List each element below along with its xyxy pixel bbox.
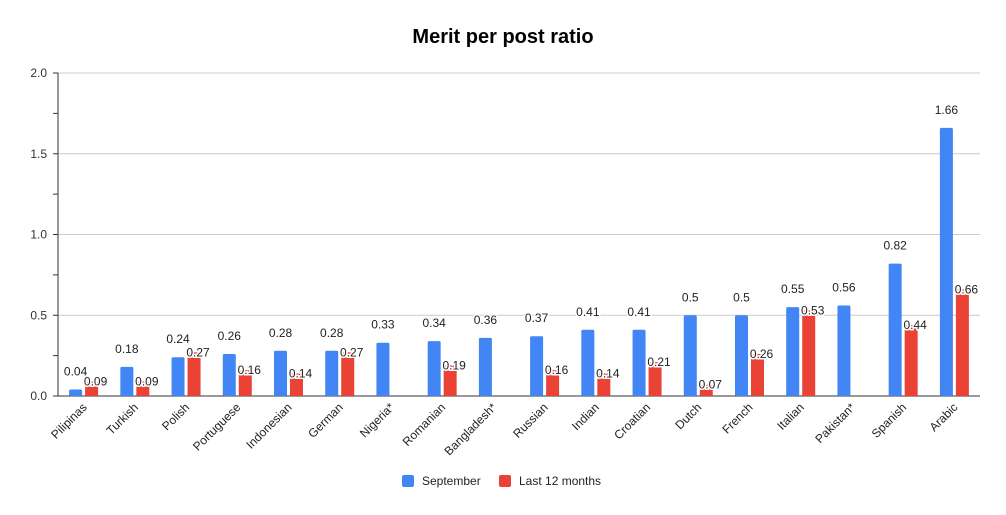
x-tick-label: Polish bbox=[159, 400, 192, 433]
bar-last-12-months bbox=[238, 370, 252, 396]
bar-september bbox=[222, 354, 236, 396]
bar-september bbox=[632, 329, 646, 396]
bar-september bbox=[325, 350, 339, 396]
legend-swatch bbox=[402, 475, 414, 487]
data-label: 0.16 bbox=[545, 363, 569, 377]
x-tick-label: Arabic bbox=[927, 400, 961, 434]
bar-september bbox=[581, 329, 595, 396]
data-label: 0.28 bbox=[320, 326, 344, 340]
x-tick-label: Pakistan* bbox=[812, 400, 858, 446]
y-tick-label: 2.0 bbox=[30, 66, 47, 80]
bar-september bbox=[786, 307, 800, 396]
x-tick-label: Bangladesh* bbox=[441, 400, 499, 458]
data-label: 0.19 bbox=[442, 358, 466, 372]
x-tick-label: Italian bbox=[774, 400, 807, 433]
bar-september bbox=[376, 342, 390, 396]
y-tick-label: 0.0 bbox=[30, 389, 47, 403]
bar-september bbox=[478, 337, 492, 396]
bar-last-12-months bbox=[341, 352, 355, 396]
x-tick-label: French bbox=[719, 400, 755, 436]
x-tick-label: German bbox=[305, 400, 346, 441]
bar-last-12-months bbox=[187, 352, 201, 396]
bar-september bbox=[683, 315, 697, 396]
data-label: 1.66 bbox=[935, 103, 959, 117]
bar-last-12-months bbox=[751, 354, 764, 396]
x-tick-label: Croatian bbox=[611, 400, 653, 442]
legend-label: Last 12 months bbox=[519, 474, 601, 488]
bar-september bbox=[274, 350, 287, 396]
data-label: 0.82 bbox=[883, 239, 907, 253]
data-label: 0.33 bbox=[371, 318, 395, 332]
data-label: 0.26 bbox=[218, 329, 242, 343]
bar-last-12-months bbox=[648, 362, 662, 396]
data-label: 0.04 bbox=[64, 365, 88, 379]
data-label: 0.55 bbox=[781, 282, 805, 296]
bar-september bbox=[120, 366, 134, 396]
bar-last-12-months bbox=[699, 384, 713, 396]
bar-last-12-months bbox=[546, 370, 560, 396]
x-tick-label: Nigeria* bbox=[357, 400, 397, 440]
bar-september bbox=[69, 389, 83, 396]
data-label: 0.56 bbox=[832, 281, 856, 295]
data-label: 0.41 bbox=[627, 305, 651, 319]
data-label: 0.37 bbox=[525, 311, 549, 325]
bar-last-12-months bbox=[443, 365, 457, 396]
y-tick-label: 1.5 bbox=[30, 147, 47, 161]
bar-september bbox=[888, 263, 902, 396]
bar-last-12-months bbox=[904, 324, 918, 396]
data-label: 0.16 bbox=[238, 363, 262, 377]
chart-title: Merit per post ratio bbox=[412, 26, 594, 48]
data-label: 0.18 bbox=[115, 342, 139, 356]
x-tick-label: Pilipinas bbox=[48, 400, 90, 442]
x-tick-label: Indian bbox=[569, 400, 602, 433]
bar-last-12-months bbox=[597, 373, 611, 396]
bar-september bbox=[939, 127, 953, 396]
data-label: 0.66 bbox=[955, 282, 979, 296]
bar-last-12-months bbox=[802, 310, 816, 396]
legend-label: September bbox=[422, 474, 481, 488]
bar-last-12-months bbox=[955, 289, 969, 396]
data-label: 0.24 bbox=[166, 332, 190, 346]
data-label: 0.44 bbox=[903, 318, 927, 332]
x-tick-label: Portuguese bbox=[190, 400, 244, 454]
bar-september bbox=[735, 315, 748, 396]
bar-last-12-months bbox=[290, 373, 303, 396]
bar-last-12-months bbox=[85, 381, 99, 396]
x-tick-label: Indonesian bbox=[243, 400, 294, 451]
data-label: 0.14 bbox=[596, 366, 620, 380]
data-label: 0.41 bbox=[576, 305, 600, 319]
y-tick-label: 1.0 bbox=[30, 228, 47, 242]
data-label: 0.09 bbox=[135, 374, 159, 388]
x-tick-label: Turkish bbox=[104, 400, 141, 437]
bar-september bbox=[171, 357, 185, 396]
data-label: 0.53 bbox=[801, 303, 825, 317]
x-tick-label: Romanian bbox=[400, 400, 449, 449]
bar-september bbox=[530, 336, 544, 396]
data-label: 0.21 bbox=[647, 355, 671, 369]
data-label: 0.28 bbox=[269, 326, 293, 340]
data-label: 0.27 bbox=[186, 345, 210, 359]
bar-september bbox=[837, 305, 851, 396]
data-label: 0.27 bbox=[340, 345, 364, 359]
data-label: 0.14 bbox=[289, 366, 313, 380]
x-tick-label: Spanish bbox=[869, 400, 910, 441]
x-tick-label: Russian bbox=[510, 400, 551, 441]
data-label: 0.36 bbox=[474, 313, 498, 327]
data-label: 0.5 bbox=[733, 290, 750, 304]
data-label: 0.26 bbox=[750, 347, 774, 361]
data-label: 0.34 bbox=[422, 316, 446, 330]
y-tick-label: 0.5 bbox=[30, 308, 47, 322]
data-label: 0.07 bbox=[699, 378, 723, 392]
x-tick-label: Dutch bbox=[672, 400, 704, 432]
data-label: 0.09 bbox=[84, 374, 108, 388]
bar-last-12-months bbox=[136, 381, 150, 396]
bar-september bbox=[427, 341, 441, 396]
data-label: 0.5 bbox=[682, 290, 699, 304]
legend-swatch bbox=[499, 475, 511, 487]
